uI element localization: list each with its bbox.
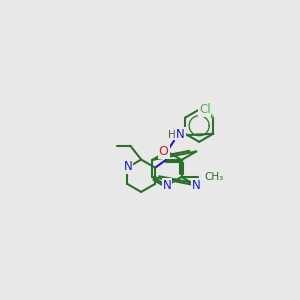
Text: N: N <box>124 160 132 172</box>
Text: O: O <box>159 145 169 158</box>
Text: N: N <box>192 179 201 192</box>
Text: H: H <box>168 130 176 140</box>
Text: Cl: Cl <box>199 103 211 116</box>
Text: N: N <box>176 128 185 141</box>
Text: N: N <box>163 179 171 192</box>
Text: CH₃: CH₃ <box>205 172 224 182</box>
